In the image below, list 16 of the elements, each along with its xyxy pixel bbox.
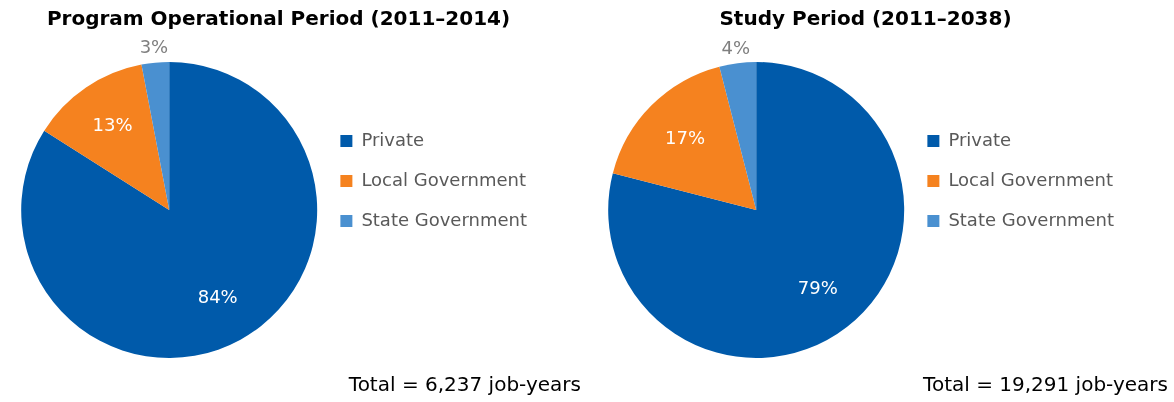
data-label: 13% bbox=[92, 114, 133, 136]
legend-label: Local Government bbox=[361, 168, 527, 190]
legend-label: State Government bbox=[361, 208, 527, 230]
legend-label: State Government bbox=[948, 208, 1114, 230]
legend-label: Local Government bbox=[948, 168, 1114, 190]
chart-title: Study Period (2011–2038) bbox=[719, 6, 1012, 31]
data-label: 4% bbox=[721, 36, 751, 58]
legend-label: Private bbox=[948, 128, 1012, 150]
data-label: 79% bbox=[797, 277, 838, 299]
text: Total = 6,237 job-years bbox=[347, 372, 581, 397]
legend-label: Private bbox=[361, 128, 425, 150]
chart-title: Program Operational Period (2011–2014) bbox=[46, 6, 511, 31]
text: Total = 19,291 job-years bbox=[922, 372, 1168, 397]
data-label: 3% bbox=[139, 36, 169, 58]
data-label: 84% bbox=[197, 285, 238, 307]
data-label: 17% bbox=[665, 126, 706, 148]
